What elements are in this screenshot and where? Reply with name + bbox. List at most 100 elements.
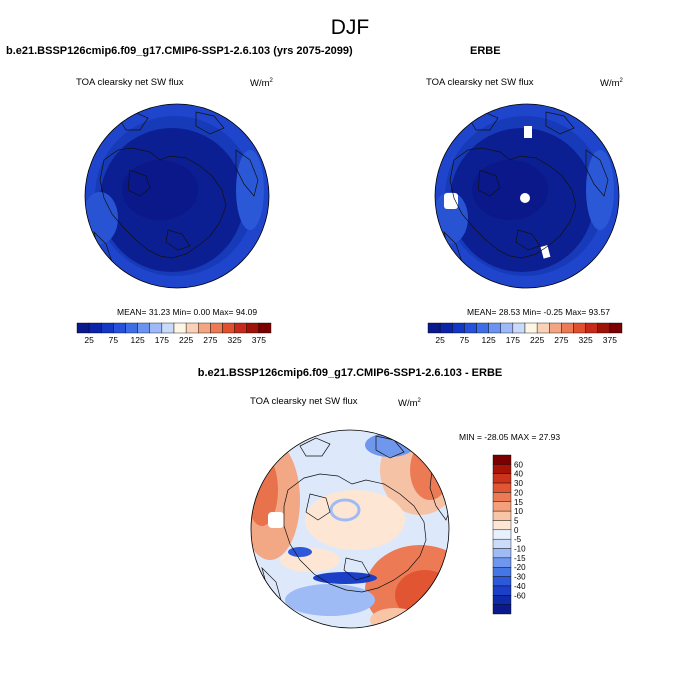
diff-colorbar-tick-label: -20 <box>514 563 526 572</box>
diff-colorbar-tick-label: 40 <box>514 470 523 479</box>
diff-colorbar-box <box>492 585 512 596</box>
left-colorbar: 25 75 125 175 225 275 325 375 <box>76 322 272 345</box>
right-colorbar-tick-label: 375 <box>603 335 617 345</box>
left-colorbar-box <box>246 322 260 334</box>
right-colorbar: 25 75 125 175 225 275 325 375 <box>427 322 623 345</box>
right-panel-title: ERBE <box>470 45 501 57</box>
diff-colorbar-tick-label: -30 <box>514 573 526 582</box>
left-colorbar-box <box>258 322 272 334</box>
diff-colorbar-tick-label: -60 <box>514 591 526 600</box>
diff-colorbar-tick-label: -40 <box>514 582 526 591</box>
diff-colorbar-box <box>492 510 512 521</box>
diff-colorbar-box <box>492 492 512 502</box>
left-units-label: W/m2 <box>250 78 273 90</box>
right-colorbar-box <box>549 322 562 334</box>
left-colorbar-box <box>173 322 187 334</box>
right-colorbar-box <box>585 322 598 334</box>
right-colorbar-tick-label: 125 <box>482 335 496 345</box>
right-colorbar-box <box>500 322 514 334</box>
diff-colorbar-box <box>492 473 512 484</box>
diff-colorbar-tick-label: 5 <box>514 516 519 525</box>
right-colorbar-tick-label: 325 <box>579 335 593 345</box>
left-colorbar-box <box>198 322 211 334</box>
diff-colorbar-box <box>492 501 512 512</box>
left-colorbar-box <box>113 322 126 334</box>
diff-variable-label: TOA clearsky net SW flux <box>250 396 358 407</box>
right-colorbar-box <box>464 322 477 334</box>
right-colorbar-box <box>561 322 574 334</box>
left-colorbar-box <box>161 322 175 334</box>
season-title: DJF <box>330 16 370 39</box>
left-panel-title: b.e21.BSSP126cmip6.f09_g17.CMIP6-SSP1-2.… <box>6 45 353 57</box>
diff-colorbar-tick-label: -10 <box>514 545 526 554</box>
diff-colorbar-box <box>492 595 512 605</box>
diff-colorbar-tick-label: -15 <box>514 554 526 563</box>
diff-colorbar-tick-label: 20 <box>514 488 523 497</box>
diff-units-label: W/m2 <box>398 398 421 410</box>
right-colorbar-tick-label: 275 <box>554 335 568 345</box>
diff-colorbar-box <box>492 454 512 465</box>
left-colorbar-tick-label: 325 <box>228 335 242 345</box>
right-missing-data <box>444 126 551 259</box>
left-colorbar-box <box>185 322 199 334</box>
diff-colorbar-box <box>492 529 512 540</box>
left-stats: MEAN= 31.23 Min= 0.00 Max= 94.09 <box>117 307 258 317</box>
left-colorbar-box <box>149 322 163 334</box>
diff-missing-data <box>268 512 284 528</box>
diff-colorbar-tick-label: -5 <box>514 535 522 544</box>
diff-colorbar-box <box>492 576 512 587</box>
right-colorbar-box <box>512 322 526 334</box>
left-colorbar-box <box>125 322 138 334</box>
left-colorbar-tick-label: 225 <box>179 335 193 345</box>
diff-colorbar-box <box>492 567 512 577</box>
left-colorbar-box <box>137 322 150 334</box>
diff-colorbar-box <box>492 604 512 615</box>
diff-colorbar-box <box>492 482 512 493</box>
left-colorbar-tick-label: 275 <box>203 335 217 345</box>
diff-colorbar-tick-label: 0 <box>514 526 519 535</box>
right-colorbar-tick-label: 75 <box>460 335 470 345</box>
right-colorbar-tick-label: 175 <box>506 335 520 345</box>
left-colorbar-tick-label: 25 <box>84 335 94 345</box>
right-colorbar-box <box>573 322 586 334</box>
diff-colorbar-tick-label: 15 <box>514 498 523 507</box>
right-colorbar-box <box>597 322 611 334</box>
diff-colorbar-box <box>492 548 512 559</box>
diff-colorbar-box <box>492 557 512 568</box>
left-colorbar-tick-label: 375 <box>252 335 266 345</box>
left-variable-label: TOA clearsky net SW flux <box>76 77 184 88</box>
left-polar-map <box>84 103 270 289</box>
diff-colorbar-tick-label: 10 <box>514 507 523 516</box>
right-colorbar-box <box>452 322 465 334</box>
right-colorbar-box <box>427 322 441 334</box>
right-colorbar-box <box>488 322 501 334</box>
diff-colorbar-tick-label: 30 <box>514 479 523 488</box>
right-polar-map <box>434 103 620 289</box>
right-units-label: W/m2 <box>600 78 623 90</box>
diff-polar-map <box>250 429 450 629</box>
left-colorbar-box <box>210 322 223 334</box>
left-colorbar-tick-label: 175 <box>155 335 169 345</box>
diff-stats: MIN = -28.05 MAX = 27.93 <box>459 432 561 442</box>
left-colorbar-box <box>88 322 102 334</box>
right-colorbar-box <box>524 322 538 334</box>
diff-colorbar-tick-label: 60 <box>514 460 523 469</box>
diff-colorbar-box <box>492 520 512 531</box>
left-colorbar-box <box>234 322 247 334</box>
diff-colorbar-box <box>492 538 512 549</box>
right-colorbar-box <box>609 322 623 334</box>
right-stats: MEAN= 28.53 Min= -0.25 Max= 93.57 <box>467 307 610 317</box>
right-colorbar-box <box>536 322 550 334</box>
right-variable-label: TOA clearsky net SW flux <box>426 77 534 88</box>
left-colorbar-box <box>76 322 90 334</box>
right-colorbar-box <box>476 322 489 334</box>
left-colorbar-tick-label: 125 <box>131 335 145 345</box>
diff-panel-title: b.e21.BSSP126cmip6.f09_g17.CMIP6-SSP1-2.… <box>197 367 503 379</box>
left-colorbar-box <box>101 322 114 334</box>
left-colorbar-box <box>222 322 235 334</box>
left-colorbar-tick-label: 75 <box>109 335 119 345</box>
diff-colorbar-box <box>492 464 512 474</box>
right-colorbar-box <box>439 322 453 334</box>
